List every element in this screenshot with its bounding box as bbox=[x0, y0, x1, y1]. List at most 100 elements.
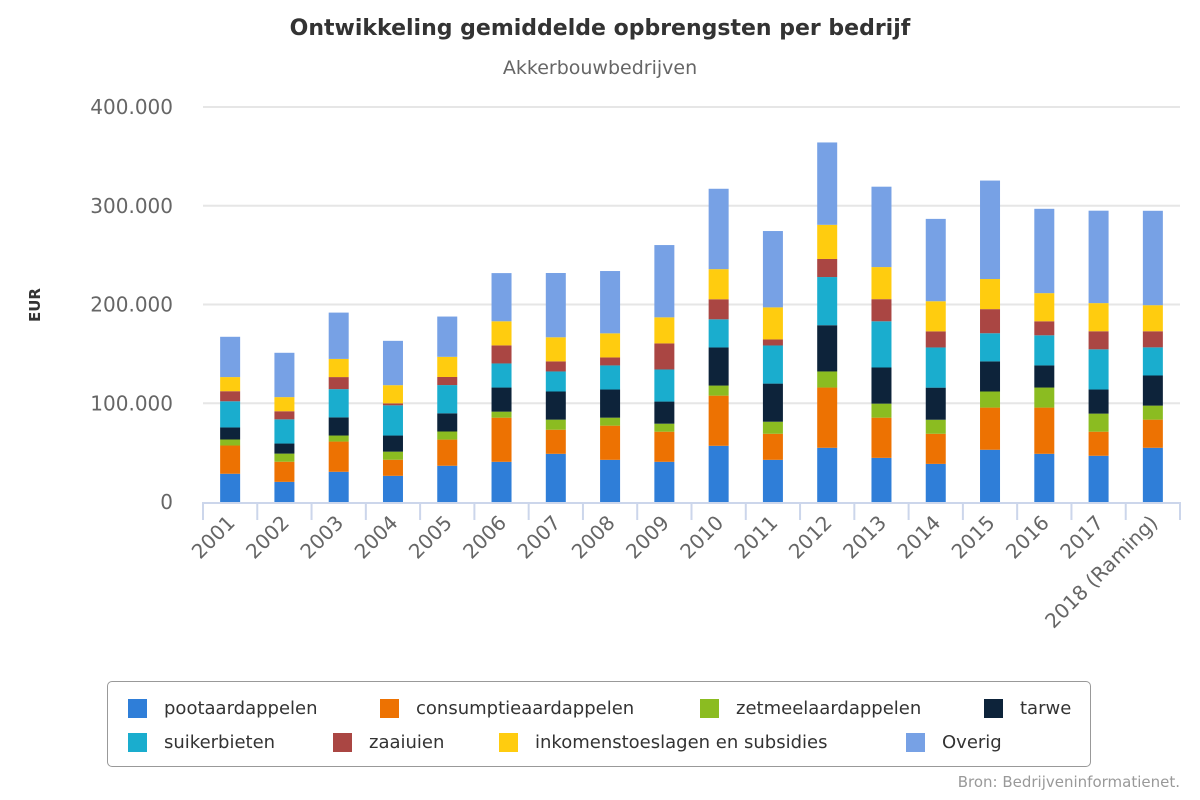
bar-segment-overig[interactable] bbox=[491, 273, 512, 322]
legend-item[interactable]: zaaiuien bbox=[333, 732, 444, 753]
bar-segment-inkomenstoeslagen-en-subsidies[interactable] bbox=[1088, 303, 1109, 332]
bar-segment-inkomenstoeslagen-en-subsidies[interactable] bbox=[545, 337, 566, 362]
bar-segment-pootaardappelen[interactable] bbox=[980, 449, 1001, 502]
bar-segment-zetmeelaardappelen[interactable] bbox=[274, 453, 295, 462]
bar-segment-tarwe[interactable] bbox=[220, 427, 241, 440]
bar-segment-tarwe[interactable] bbox=[1142, 375, 1163, 406]
bar-segment-suikerbieten[interactable] bbox=[1142, 347, 1163, 376]
bar-segment-zetmeelaardappelen[interactable] bbox=[1142, 405, 1163, 420]
bar-segment-zaaiuien[interactable] bbox=[871, 299, 892, 322]
bar-segment-suikerbieten[interactable] bbox=[871, 321, 892, 368]
bar-segment-overig[interactable] bbox=[871, 186, 892, 268]
bar-segment-pootaardappelen[interactable] bbox=[220, 473, 241, 502]
legend-item[interactable]: consumptieaardappelen bbox=[380, 698, 634, 719]
bar-segment-zetmeelaardappelen[interactable] bbox=[980, 391, 1001, 408]
bar-segment-zetmeelaardappelen[interactable] bbox=[1034, 387, 1055, 408]
bar-segment-overig[interactable] bbox=[600, 271, 621, 334]
bar-segment-zetmeelaardappelen[interactable] bbox=[437, 431, 458, 440]
bar-segment-inkomenstoeslagen-en-subsidies[interactable] bbox=[491, 321, 512, 346]
bar-segment-overig[interactable] bbox=[274, 352, 295, 398]
legend-item[interactable]: zetmeelaardappelen bbox=[700, 698, 921, 719]
bar-segment-overig[interactable] bbox=[654, 245, 675, 318]
bar-segment-suikerbieten[interactable] bbox=[437, 385, 458, 414]
bar-segment-suikerbieten[interactable] bbox=[1034, 335, 1055, 366]
bar-segment-zaaiuien[interactable] bbox=[328, 377, 349, 390]
bar-segment-tarwe[interactable] bbox=[1088, 389, 1109, 414]
bar-segment-zaaiuien[interactable] bbox=[491, 345, 512, 364]
bar-segment-overig[interactable] bbox=[1142, 210, 1163, 306]
bar-segment-zetmeelaardappelen[interactable] bbox=[545, 419, 566, 430]
bar-segment-consumptieaardappelen[interactable] bbox=[817, 387, 838, 448]
bar-segment-inkomenstoeslagen-en-subsidies[interactable] bbox=[274, 397, 295, 412]
bar-segment-overig[interactable] bbox=[980, 180, 1001, 280]
bar-segment-pootaardappelen[interactable] bbox=[328, 471, 349, 502]
bar-segment-consumptieaardappelen[interactable] bbox=[1142, 419, 1163, 448]
bar-segment-suikerbieten[interactable] bbox=[220, 401, 241, 428]
bar-segment-zaaiuien[interactable] bbox=[708, 299, 729, 320]
bar-segment-zetmeelaardappelen[interactable] bbox=[491, 411, 512, 418]
bar-segment-zaaiuien[interactable] bbox=[980, 309, 1001, 334]
bar-segment-tarwe[interactable] bbox=[545, 391, 566, 420]
bar-segment-inkomenstoeslagen-en-subsidies[interactable] bbox=[220, 377, 241, 392]
bar-segment-zaaiuien[interactable] bbox=[762, 339, 783, 346]
bar-segment-zaaiuien[interactable] bbox=[437, 376, 458, 386]
bar-segment-zetmeelaardappelen[interactable] bbox=[762, 421, 783, 434]
bar-segment-tarwe[interactable] bbox=[274, 443, 295, 454]
bar-segment-zetmeelaardappelen[interactable] bbox=[654, 423, 675, 432]
bar-segment-consumptieaardappelen[interactable] bbox=[762, 433, 783, 460]
bar-segment-tarwe[interactable] bbox=[382, 435, 403, 452]
bar-segment-tarwe[interactable] bbox=[762, 383, 783, 422]
bar-segment-overig[interactable] bbox=[762, 231, 783, 308]
bar-segment-inkomenstoeslagen-en-subsidies[interactable] bbox=[925, 301, 946, 332]
bar-segment-consumptieaardappelen[interactable] bbox=[871, 417, 892, 458]
bar-segment-overig[interactable] bbox=[382, 340, 403, 386]
legend-item[interactable]: Overig bbox=[906, 732, 1002, 753]
bar-segment-zetmeelaardappelen[interactable] bbox=[220, 439, 241, 446]
bar-segment-overig[interactable] bbox=[817, 142, 838, 225]
bar-segment-zaaiuien[interactable] bbox=[1142, 331, 1163, 348]
bar-segment-pootaardappelen[interactable] bbox=[545, 453, 566, 502]
bar-segment-pootaardappelen[interactable] bbox=[708, 445, 729, 502]
bar-segment-tarwe[interactable] bbox=[600, 389, 621, 418]
bar-segment-zetmeelaardappelen[interactable] bbox=[328, 435, 349, 442]
bar-segment-inkomenstoeslagen-en-subsidies[interactable] bbox=[1142, 305, 1163, 332]
bar-segment-zaaiuien[interactable] bbox=[1034, 321, 1055, 336]
bar-segment-overig[interactable] bbox=[220, 336, 241, 378]
bar-segment-zetmeelaardappelen[interactable] bbox=[925, 419, 946, 434]
bar-segment-zetmeelaardappelen[interactable] bbox=[817, 371, 838, 388]
bar-segment-suikerbieten[interactable] bbox=[274, 419, 295, 444]
bar-segment-zetmeelaardappelen[interactable] bbox=[1088, 413, 1109, 432]
bar-segment-inkomenstoeslagen-en-subsidies[interactable] bbox=[708, 269, 729, 300]
bar-segment-pootaardappelen[interactable] bbox=[1088, 455, 1109, 502]
bar-segment-tarwe[interactable] bbox=[437, 413, 458, 432]
bar-segment-inkomenstoeslagen-en-subsidies[interactable] bbox=[871, 267, 892, 300]
bar-segment-suikerbieten[interactable] bbox=[708, 319, 729, 348]
bar-segment-suikerbieten[interactable] bbox=[762, 345, 783, 384]
bar-segment-zaaiuien[interactable] bbox=[220, 391, 241, 402]
bar-segment-suikerbieten[interactable] bbox=[600, 365, 621, 390]
bar-segment-tarwe[interactable] bbox=[328, 417, 349, 436]
bar-segment-overig[interactable] bbox=[1034, 208, 1055, 294]
bar-segment-tarwe[interactable] bbox=[817, 325, 838, 372]
bar-segment-suikerbieten[interactable] bbox=[328, 389, 349, 418]
bar-segment-pootaardappelen[interactable] bbox=[817, 447, 838, 502]
bar-segment-zaaiuien[interactable] bbox=[382, 403, 403, 406]
legend-item[interactable]: pootaardappelen bbox=[128, 698, 318, 719]
bar-segment-zaaiuien[interactable] bbox=[817, 258, 838, 278]
bar-segment-suikerbieten[interactable] bbox=[654, 369, 675, 402]
bar-segment-inkomenstoeslagen-en-subsidies[interactable] bbox=[1034, 293, 1055, 322]
bar-segment-zaaiuien[interactable] bbox=[654, 343, 675, 370]
bar-segment-pootaardappelen[interactable] bbox=[491, 461, 512, 502]
bar-segment-consumptieaardappelen[interactable] bbox=[437, 439, 458, 466]
bar-segment-overig[interactable] bbox=[437, 316, 458, 357]
bar-segment-overig[interactable] bbox=[925, 218, 946, 302]
bar-segment-zetmeelaardappelen[interactable] bbox=[708, 385, 729, 396]
bar-segment-tarwe[interactable] bbox=[491, 387, 512, 412]
bar-segment-inkomenstoeslagen-en-subsidies[interactable] bbox=[817, 224, 838, 259]
bar-segment-zaaiuien[interactable] bbox=[1088, 331, 1109, 350]
bar-segment-inkomenstoeslagen-en-subsidies[interactable] bbox=[654, 317, 675, 344]
bar-segment-tarwe[interactable] bbox=[708, 347, 729, 386]
bar-segment-inkomenstoeslagen-en-subsidies[interactable] bbox=[762, 307, 783, 340]
bar-segment-inkomenstoeslagen-en-subsidies[interactable] bbox=[600, 333, 621, 358]
bar-segment-consumptieaardappelen[interactable] bbox=[220, 445, 241, 474]
